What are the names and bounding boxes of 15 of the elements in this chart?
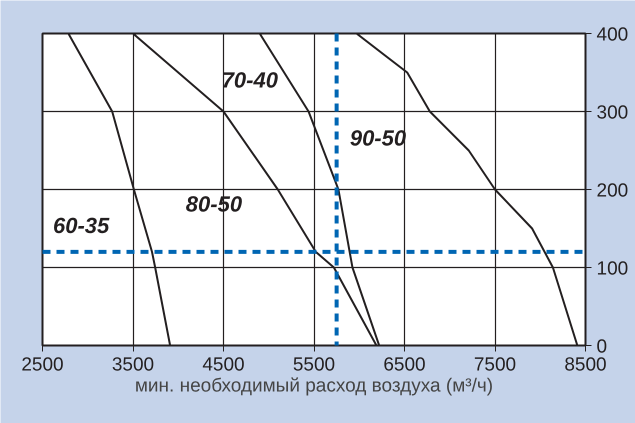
y-tick-label: 100 [596, 258, 628, 280]
x-axis-title: мин. необходимый расход воздуха (м³/ч) [134, 376, 494, 396]
x-tick-label: 8500 [564, 354, 607, 376]
x-tick-label: 6500 [383, 354, 426, 376]
y-tick-label: 300 [596, 102, 628, 124]
y-tick-label: 0 [596, 336, 608, 358]
x-tick-label: 2500 [21, 354, 64, 376]
series-label: 70-40 [222, 68, 279, 92]
x-tick-label: 7500 [474, 354, 516, 376]
x-tick-label: 5500 [292, 354, 336, 376]
x-tick-label: 4500 [202, 354, 245, 376]
x-tick-label: 3500 [112, 354, 154, 376]
y-tick-label: 400 [596, 24, 628, 46]
y-tick-label: 200 [596, 180, 628, 202]
series-label: 60-35 [53, 212, 110, 238]
